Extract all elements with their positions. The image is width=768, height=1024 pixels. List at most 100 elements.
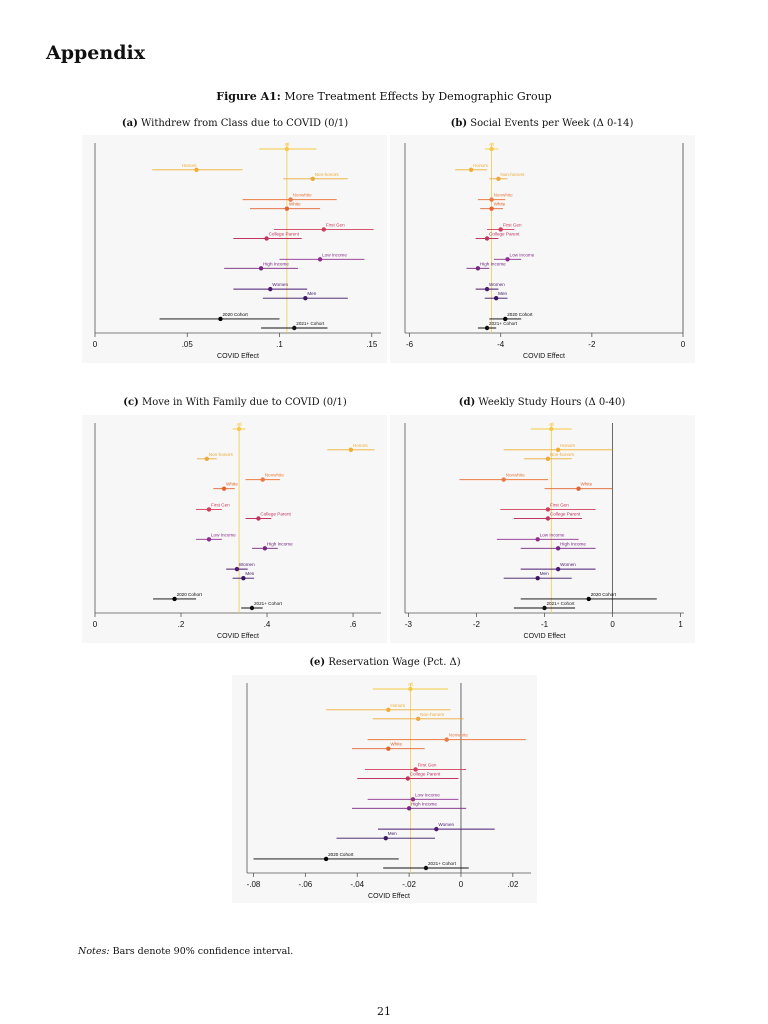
series-label-high-income: High Income [411,801,437,806]
series-label-honors: Honors [473,163,489,168]
series-label-all: All [549,422,554,427]
point-non-honors [310,176,315,182]
point-honors [555,447,561,452]
point-honors [386,707,391,712]
notes-text: Bars denote 90% confidence interval. [112,946,294,957]
series-label-college-parent: College Parent [489,232,520,237]
point-non-honors [545,456,551,462]
x-tick-label: 0 [93,620,98,629]
series-label-non-honors: Non-honors [315,172,340,177]
series-label-honors: Honors [353,443,369,448]
point-low-income [505,257,510,262]
series-label-women: Women [560,562,576,567]
notes-label: Notes: [78,946,110,957]
chart-panel-e: -.08 -.06 -.04 -.02 0 .02 COVID Effect All Honor… [232,675,537,903]
x-tick-label: .15 [366,340,378,349]
point-low-income [206,537,212,542]
plot-background [82,135,387,363]
point-nonwhite [489,197,494,202]
page-heading: Appendix [46,42,146,64]
x-axis-label: COVID Effect [368,893,410,900]
plot-background [82,415,387,643]
series-label-low-income: Low Income [211,532,236,537]
series-label-low-income: Low Income [510,252,535,257]
point-low-income [317,257,323,262]
x-tick-label: 0 [459,880,464,889]
x-tick-label: -3 [405,620,413,629]
panel-caption-d: Weekly Study Hours (Δ 0-40) [478,397,626,408]
series-label-women: Women [489,282,505,287]
point-all [549,426,554,432]
point-college-parent [405,776,411,781]
figure-caption: More Treatment Effects by Demographic Gr… [284,90,552,103]
series-label-nonwhite: Nonwhite [449,733,469,738]
series-label-non-honors: Non-honors [550,452,575,457]
panel-title-e: (e) Reservation Wage (Pct. Δ) [240,657,530,668]
point-first-gen [413,767,418,772]
series-label-high-income: High Income [560,541,586,546]
point-2020-cohort [218,316,223,322]
panel-letter-b: (b) [450,118,468,129]
chart-panel-d: -3 -2 -1 0 1 COVID Effect All Honors Non-honors N… [390,415,695,643]
panel-letter-e: (e) [309,657,326,668]
point-women [434,826,439,832]
series-label-high-income: High Income [480,261,506,266]
series-label-2020-cohort: 2020 Cohort [222,312,248,317]
point-all [284,146,290,152]
panel-letter-d: (d) [458,397,476,408]
point-white [386,746,391,751]
point-high-income [555,546,561,551]
series-label-nonwhite: Nonwhite [293,193,313,198]
point-2020-cohort [586,596,591,602]
series-label-honors: Honors [390,703,406,708]
series-label-2021-cohort: 2021+ Cohort [428,861,457,866]
point-high-income [258,266,264,271]
x-tick-label: -.04 [350,880,364,889]
point-high-income [406,806,412,811]
point-non-honors [415,716,421,722]
x-axis-label: COVID Effect [217,633,259,640]
chart-panel-a: 0 .05 .1 .15 COVID Effect All Honors Non-honors… [82,135,387,363]
point-college-parent [256,516,261,521]
series-label-college-parent: College Parent [269,232,300,237]
panel-title-a: (a) Withdrew from Class due to COVID (0/… [90,118,380,129]
series-label-college-parent: College Parent [410,772,441,777]
point-college-parent [484,236,490,241]
plot-background [390,415,695,643]
series-label-college-parent: College Parent [260,512,291,517]
point-2021-cohort [484,325,490,331]
series-label-low-income: Low Income [415,792,440,797]
series-label-men: Men [307,291,316,296]
series-label-men: Men [388,831,397,836]
point-2021-cohort [423,865,429,871]
point-2020-cohort [503,316,508,322]
series-label-non-honors: Non-honors [500,172,525,177]
point-high-income [262,546,268,551]
x-tick-label: -1 [541,620,549,629]
point-men [383,835,388,841]
x-tick-label: .6 [350,620,357,629]
point-white [284,206,290,211]
point-women [234,566,240,572]
chart-panel-b: -6 -4 -2 0 COVID Effect All Honors Non-honors No… [390,135,695,363]
series-label-low-income: Low Income [540,532,565,537]
series-label-white: White [494,202,506,207]
point-2021-cohort [249,605,255,611]
series-label-men: Men [498,291,507,296]
series-label-all: All [489,142,494,147]
point-low-income [410,797,416,802]
x-axis-label: COVID Effect [217,353,259,360]
x-tick-label: -2 [588,340,596,349]
point-all [236,426,242,432]
series-label-non-honors: Non-honors [420,712,445,717]
series-label-white: White [581,482,593,487]
point-first-gen [545,507,551,512]
point-2020-cohort [323,856,329,862]
series-label-all: All [408,682,413,687]
series-label-women: Women [438,822,454,827]
series-label-2020-cohort: 2020 Cohort [591,592,617,597]
point-men [535,575,540,581]
point-2020-cohort [172,596,177,602]
panel-title-c: (c) Move in With Family due to COVID (0/… [90,397,380,408]
point-non-honors [204,456,210,462]
